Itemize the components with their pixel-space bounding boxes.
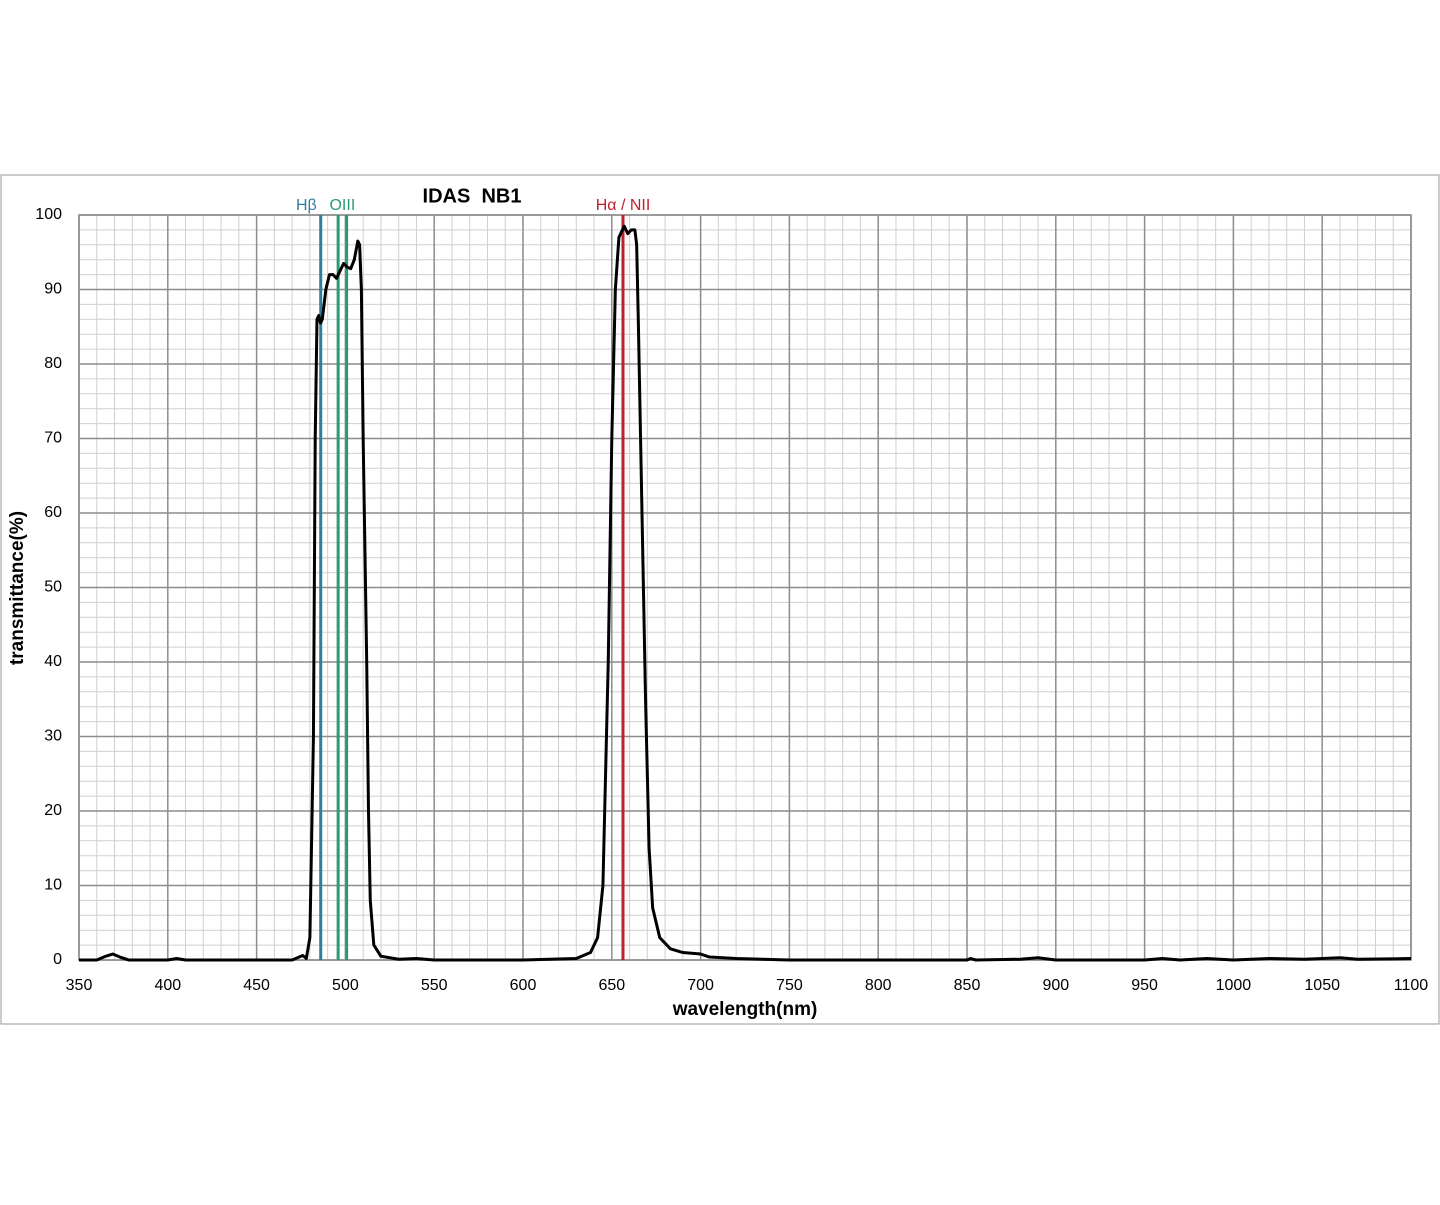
x-tick-label: 800 [865, 977, 892, 994]
x-tick-label: 500 [332, 977, 359, 994]
y-axis-label: transmittance(%) [7, 511, 28, 665]
x-tick-label: 400 [154, 977, 181, 994]
x-tick-label: 550 [421, 977, 448, 994]
y-tick-label: 30 [44, 728, 62, 745]
y-tick-label: 0 [53, 951, 62, 968]
x-tick-label: 700 [687, 977, 714, 994]
x-tick-label: 1050 [1304, 977, 1340, 994]
y-tick-label: 20 [44, 802, 62, 819]
reference-label: Hα / NII [596, 197, 651, 214]
y-tick-label: 100 [35, 206, 62, 223]
x-tick-label: 950 [1131, 977, 1158, 994]
chart-title: IDAS NB1 [423, 185, 522, 207]
y-tick-label: 80 [44, 355, 62, 372]
x-tick-label: 600 [510, 977, 537, 994]
x-tick-label: 1000 [1216, 977, 1252, 994]
x-tick-label: 900 [1042, 977, 1069, 994]
transmittance-line [79, 224, 1412, 962]
y-tick-label: 10 [44, 877, 62, 894]
x-axis-label: wavelength(nm) [672, 999, 818, 1020]
y-tick-label: 90 [44, 281, 62, 298]
reference-label: OIII [329, 197, 355, 214]
x-tick-label: 450 [243, 977, 270, 994]
x-tick-label: 750 [776, 977, 803, 994]
reference-label: Hβ [296, 197, 317, 214]
chart-frame [0, 174, 1440, 1025]
x-tick-label: 650 [598, 977, 625, 994]
y-tick-label: 60 [44, 504, 62, 521]
y-tick-label: 70 [44, 430, 62, 447]
x-tick-label: 850 [954, 977, 981, 994]
x-tick-label: 350 [66, 977, 93, 994]
y-tick-label: 40 [44, 653, 62, 670]
y-tick-label: 50 [44, 579, 62, 596]
x-tick-label: 1100 [1394, 977, 1429, 994]
